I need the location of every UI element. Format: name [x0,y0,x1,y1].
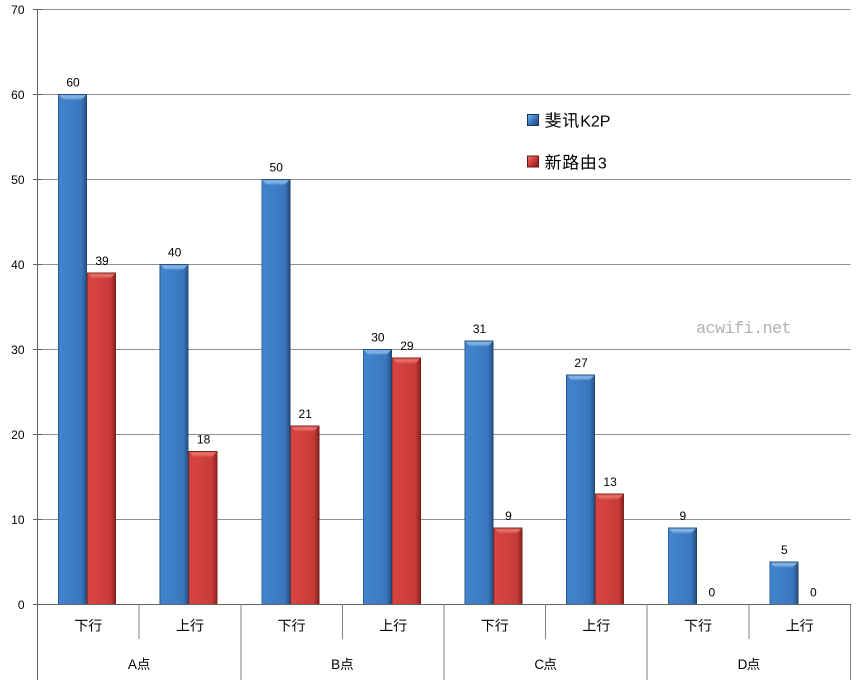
svg-text:50: 50 [270,161,284,175]
svg-text:60: 60 [66,76,80,90]
svg-text:B: B [331,657,340,672]
svg-text:0: 0 [810,586,817,600]
svg-text:K2P: K2P [580,114,610,131]
svg-text:10: 10 [11,513,25,527]
svg-text:20: 20 [11,428,25,442]
svg-text:D: D [738,657,748,672]
svg-text:0: 0 [708,586,715,600]
svg-text:9: 9 [505,509,512,523]
svg-text:13: 13 [603,475,617,489]
svg-text:30: 30 [371,331,385,345]
svg-text:31: 31 [473,322,487,336]
svg-text:30: 30 [11,343,25,357]
svg-text:39: 39 [95,254,109,268]
svg-text:27: 27 [574,356,588,370]
svg-text:40: 40 [11,258,25,272]
svg-text:A: A [128,657,137,672]
svg-text:70: 70 [11,3,25,17]
svg-text:40: 40 [168,246,182,260]
svg-text:3: 3 [598,156,607,173]
svg-text:60: 60 [11,88,25,102]
svg-text:21: 21 [299,407,313,421]
svg-text:9: 9 [679,509,686,523]
svg-text:5: 5 [781,543,788,557]
svg-text:acwifi.net: acwifi.net [696,320,791,339]
svg-text:29: 29 [400,339,414,353]
svg-text:50: 50 [11,173,25,187]
svg-text:0: 0 [18,598,25,612]
svg-text:C: C [534,657,544,672]
svg-text:18: 18 [197,433,211,447]
